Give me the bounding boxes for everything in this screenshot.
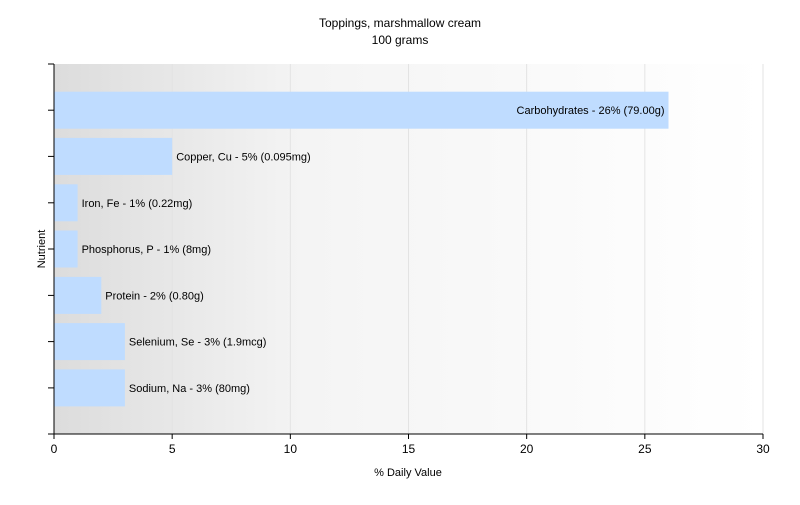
data-label: Sodium, Na - 3% (80mg): [129, 383, 250, 395]
chart-title: Toppings, marshmallow cream: [319, 16, 481, 30]
x-tick-label: 0: [51, 442, 58, 456]
y-axis-label: Nutrient: [36, 230, 48, 269]
x-tick-label: 10: [284, 442, 298, 456]
axes: 0 5 10 15 20 25 30: [48, 63, 770, 456]
bar: [54, 230, 78, 268]
x-axis-label: % Daily Value: [374, 467, 442, 479]
bar: [54, 369, 125, 407]
x-tick-label: 15: [402, 442, 416, 456]
x-tick-label: 5: [169, 442, 176, 456]
data-label: Selenium, Se - 3% (1.9mcg): [129, 337, 267, 349]
data-label: Iron, Fe - 1% (0.22mg): [82, 198, 193, 210]
bars: Carbohydrates - 26% (79.00g) Copper, Cu -…: [54, 91, 669, 407]
bar: [54, 184, 78, 222]
data-label: Carbohydrates - 26% (79.00g): [517, 105, 665, 117]
data-label: Phosphorus, P - 1% (8mg): [82, 244, 211, 256]
x-tick-label: 30: [756, 442, 770, 456]
bar: [54, 323, 125, 361]
chart-subtitle: 100 grams: [372, 33, 429, 47]
bar: [54, 276, 102, 314]
x-tick-label: 25: [638, 442, 652, 456]
data-label: Copper, Cu - 5% (0.095mg): [176, 151, 311, 163]
bar: [54, 91, 669, 129]
x-tick-label: 20: [520, 442, 534, 456]
bar: [54, 137, 173, 175]
data-label: Protein - 2% (0.80g): [105, 290, 203, 302]
